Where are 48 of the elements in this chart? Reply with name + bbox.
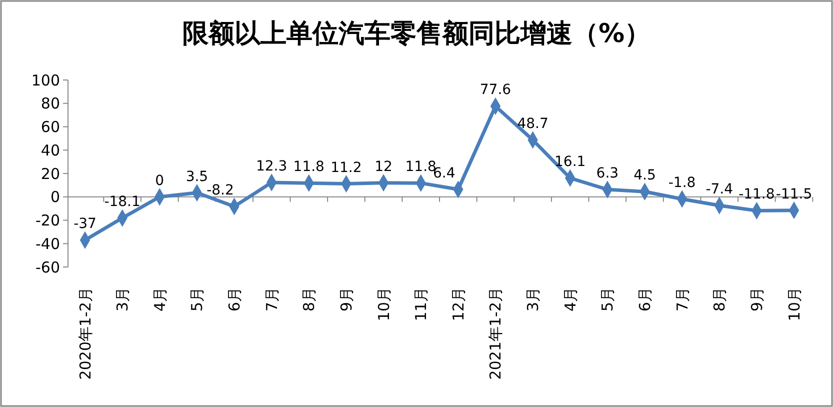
data-label: 3.5: [186, 168, 208, 185]
data-label: -8.2: [206, 182, 234, 198]
x-tick-label: 10月: [374, 287, 393, 322]
x-tick-label: 2021年1-2月: [486, 287, 505, 380]
x-tick-label: 6月: [636, 287, 654, 312]
data-label: 12: [374, 158, 392, 175]
y-tick-label: 60: [40, 118, 60, 136]
y-tick-label: -20: [36, 212, 60, 230]
data-label: -11.8: [738, 186, 775, 203]
data-label: -11.5: [776, 186, 812, 202]
x-tick-label: 7月: [262, 287, 281, 312]
y-tick-label: 40: [40, 141, 60, 160]
data-label: -37: [74, 216, 96, 232]
data-label: 11.2: [330, 160, 362, 176]
x-tick-label: 12月: [449, 287, 468, 322]
data-label: 77.6: [480, 82, 512, 98]
data-label: 12.3: [256, 158, 288, 174]
chart-title: 限额以上单位汽车零售额同比增速（%）: [182, 19, 651, 49]
x-tick-label: 3月: [524, 287, 542, 312]
data-label: -1.8: [668, 174, 696, 191]
data-label: 4.5: [634, 168, 656, 184]
y-tick-label: -60: [36, 258, 60, 276]
x-tick-label: 7月: [673, 287, 692, 312]
data-label: 6.3: [596, 166, 619, 182]
x-tick-label: 10月: [785, 287, 804, 322]
x-tick-label: 9月: [337, 287, 356, 312]
x-tick-label: 5月: [188, 287, 206, 312]
data-label: 0: [155, 172, 164, 189]
x-tick-label: 2020年1-2月: [76, 287, 94, 380]
data-label: 11.8: [293, 159, 324, 176]
x-tick-label: 5月: [598, 287, 617, 312]
y-tick-label: 80: [40, 94, 60, 113]
x-tick-label: 8月: [300, 287, 318, 312]
data-label: -18.1: [104, 194, 140, 210]
y-tick-label: 0: [50, 188, 60, 206]
x-tick-label: 3月: [114, 287, 132, 312]
x-tick-label: 8月: [710, 287, 729, 312]
x-tick-label: 4月: [561, 287, 580, 312]
x-tick-label: 4月: [150, 287, 169, 312]
data-label: 48.7: [517, 116, 548, 132]
x-tick-label: 11月: [412, 287, 430, 322]
x-tick-label: 9月: [748, 287, 766, 312]
x-tick-label: 6月: [226, 287, 244, 312]
y-tick-label: -40: [36, 234, 60, 253]
data-label: 16.1: [554, 154, 586, 170]
y-tick-label: 100: [31, 71, 60, 90]
data-label: -7.4: [706, 182, 734, 198]
y-tick-label: 20: [40, 164, 60, 183]
